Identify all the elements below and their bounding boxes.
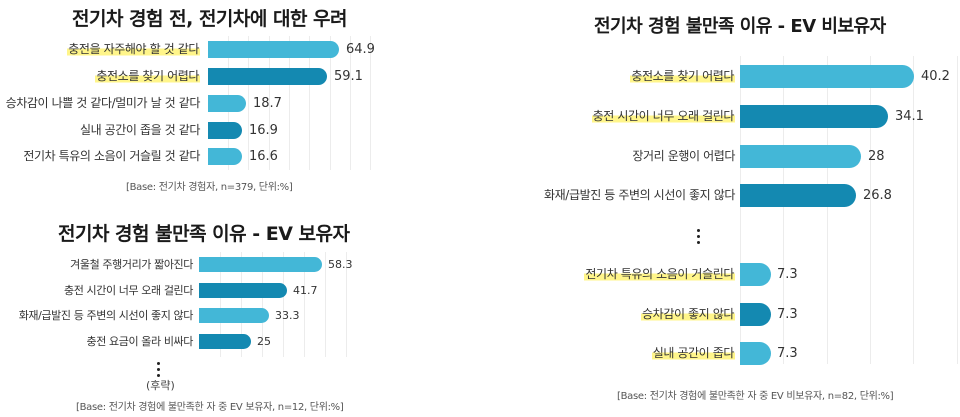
bar [208, 95, 246, 112]
bar-value: 59.1 [334, 69, 363, 84]
chart-title: 전기차 경험 불만족 이유 - EV 비보유자 [594, 16, 886, 37]
bar-value: 58.3 [328, 258, 353, 271]
bar-label: 충전소를 찾기 어렵다 [630, 69, 735, 83]
chart-title: 전기차 경험 전, 전기차에 대한 우려 [72, 8, 348, 30]
bar-value: 33.3 [275, 309, 300, 322]
bar [199, 334, 251, 349]
bar-value: 40.2 [921, 69, 950, 84]
bar-label: 화재/급발진 등 주변의 시선이 좋지 않다 [18, 309, 194, 322]
bar-row: 충전 시간이 너무 오래 걸린다 34.1 [591, 105, 958, 128]
plot-area: 충전을 자주해야 할 것 같다 64.9 충전소를 찾기 어렵다 59.1 승차… [6, 36, 378, 170]
bar [740, 184, 856, 207]
bar [208, 68, 327, 85]
plot-area: 겨울철 주행거리가 짧아진다 58.3 충전 시간이 너무 오래 걸린다 41.… [19, 252, 353, 357]
bar [740, 105, 888, 128]
bar-row: 충전 요금이 올라 비싸다 25 [87, 334, 349, 349]
bar [740, 342, 771, 365]
bar-label: 전기차 특유의 소음이 거슬릴 것 같다 [23, 149, 200, 163]
bar-row: 화재/급발진 등 주변의 시선이 좋지 않다 26.8 [544, 184, 958, 207]
bar [208, 122, 242, 139]
bar-row: 화재/급발진 등 주변의 시선이 좋지 않다 33.3 [19, 308, 349, 323]
bar-row: 충전을 자주해야 할 것 같다 64.9 [67, 41, 378, 58]
bar-value: 34.1 [895, 109, 924, 124]
bar [740, 145, 861, 168]
bar-value: 7.3 [777, 346, 798, 361]
bar [208, 41, 339, 58]
bar-label: 장거리 운행이 어렵다 [632, 149, 735, 163]
bar [199, 257, 322, 272]
bar-value: 28 [868, 149, 885, 164]
bar-row: 실내 공간이 좁을 것 같다 16.9 [80, 122, 378, 139]
bar-value: 16.6 [249, 149, 278, 164]
bar-value: 41.7 [293, 284, 318, 297]
bar [199, 283, 287, 298]
bar-label: 충전 시간이 너무 오래 걸린다 [591, 109, 735, 123]
chart-footnote: [Base: 전기차 경험자, n=379, 단위:%] [126, 182, 293, 193]
bar-value: 16.9 [249, 123, 278, 138]
bar-row: 실내 공간이 좁다 7.3 [651, 342, 958, 365]
plot-area: 충전소를 찾기 어렵다 40.2 충전 시간이 너무 오래 걸린다 34.1 장… [544, 56, 958, 365]
bar-row: 전기차 특유의 소음이 거슬린다 7.3 [584, 263, 958, 286]
omitted-note: (후략) [146, 379, 175, 392]
bar-label: 충전 요금이 올라 비싸다 [86, 335, 194, 348]
bar-label: 승차감이 나쁠 것 같다/멀미가 날 것 같다 [5, 96, 201, 110]
bar-row: 충전소를 찾기 어렵다 59.1 [95, 68, 378, 85]
bar [740, 303, 771, 326]
bar-label: 승차감이 좋지 않다 [641, 307, 735, 321]
bar-label: 충전 시간이 너무 오래 걸린다 [63, 284, 193, 297]
vertical-ellipsis-icon [157, 360, 160, 378]
bar-value: 64.9 [346, 42, 375, 57]
bar-row: 승차감이 좋지 않다 7.3 [641, 303, 958, 326]
bar-row: 겨울철 주행거리가 짧아진다 58.3 [70, 257, 353, 272]
bar-row: 장거리 운행이 어렵다 28 [632, 145, 958, 168]
bar-value: 7.3 [777, 307, 798, 322]
bar-value: 7.3 [777, 267, 798, 282]
bar-row: 충전 시간이 너무 오래 걸린다 41.7 [64, 283, 349, 298]
bar [740, 65, 914, 88]
bar-label: 실내 공간이 좁을 것 같다 [79, 123, 200, 137]
bar-value: 25 [257, 335, 271, 348]
bar [199, 308, 269, 323]
bar-label: 겨울철 주행거리가 짧아진다 [70, 258, 193, 271]
chart-title: 전기차 경험 불만족 이유 - EV 보유자 [58, 223, 350, 245]
bar-label: 화재/급발진 등 주변의 시선이 좋지 않다 [544, 188, 735, 202]
bar-label: 실내 공간이 좁다 [651, 346, 735, 360]
bar-row: 충전소를 찾기 어렵다 40.2 [630, 65, 958, 88]
bar [208, 148, 242, 165]
bar-value: 26.8 [863, 188, 892, 203]
bar [740, 263, 771, 286]
bar-row: 전기차 특유의 소음이 거슬릴 것 같다 16.6 [23, 148, 378, 165]
vertical-ellipsis-icon [697, 227, 700, 245]
bar-label: 전기차 특유의 소음이 거슬린다 [584, 267, 735, 281]
bar-row: 승차감이 나쁠 것 같다/멀미가 날 것 같다 18.7 [6, 95, 378, 112]
bar-value: 18.7 [253, 96, 282, 111]
chart-footnote: [Base: 전기차 경험에 불만족한 자 중 EV 보유자, n=12, 단위… [76, 402, 344, 413]
bar-label: 충전소를 찾기 어렵다 [95, 69, 200, 83]
bar-label: 충전을 자주해야 할 것 같다 [67, 42, 200, 56]
chart-footnote: [Base: 전기차 경험에 불만족한 자 중 EV 비보유자, n=82, 단… [617, 391, 894, 402]
